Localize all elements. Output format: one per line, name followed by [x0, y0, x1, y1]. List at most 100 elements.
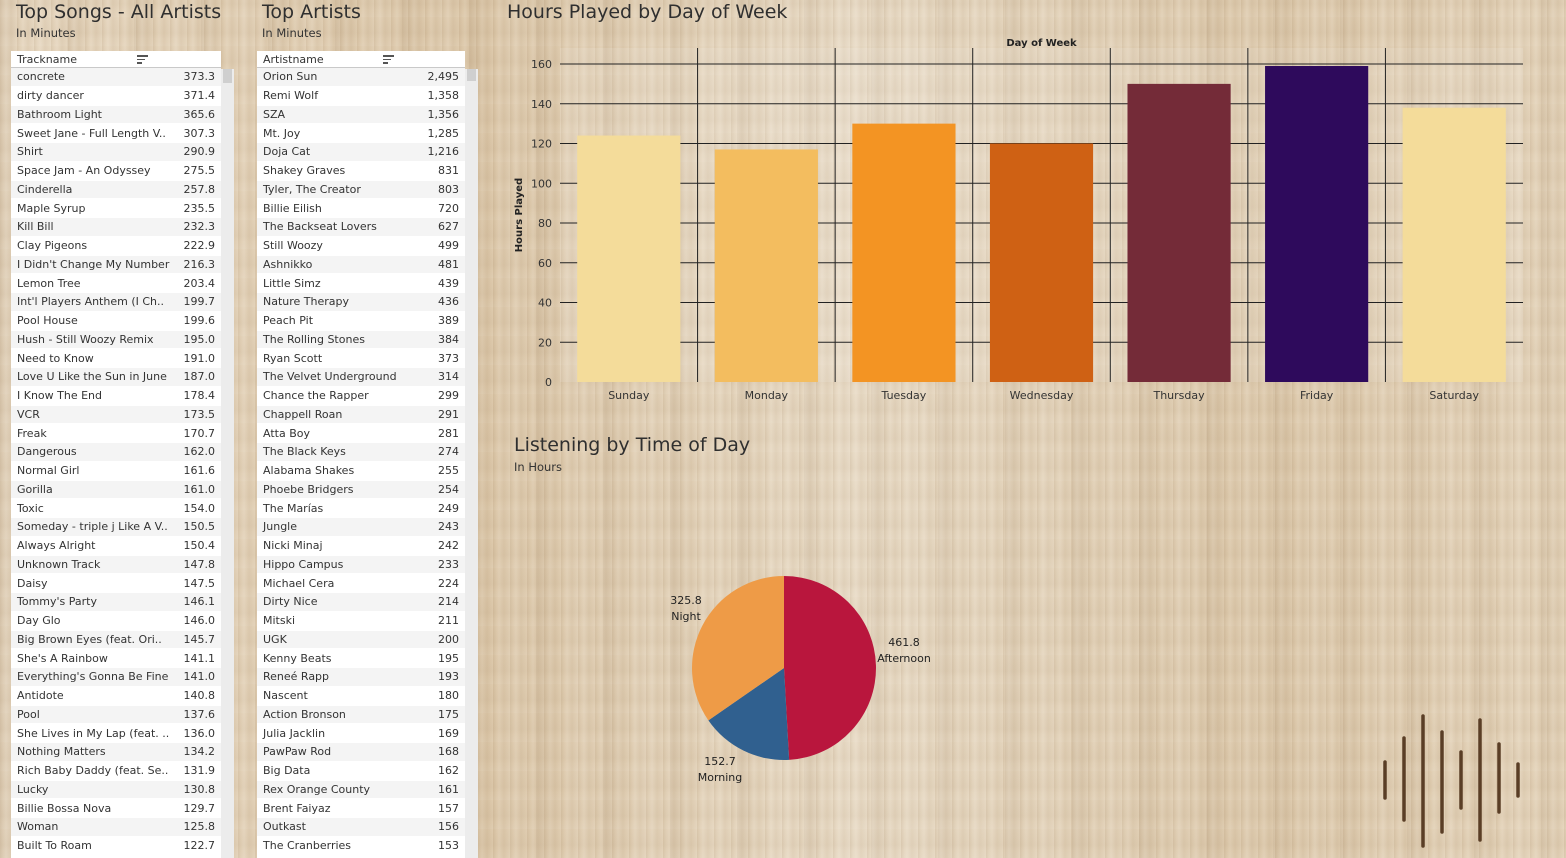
table-row[interactable]: Ashnikko 481 — [257, 255, 465, 275]
table-row[interactable]: Alabama Shakes 255 — [257, 461, 465, 481]
table-row[interactable]: Orion Sun 2,495 — [257, 68, 465, 87]
sort-icon[interactable] — [383, 55, 394, 64]
table-row[interactable]: Everything's Gonna Be Fine 141.0 — [11, 668, 221, 687]
songs-table-header[interactable]: Trackname — [11, 51, 221, 68]
table-row[interactable]: The Cranberries 153 — [257, 836, 465, 856]
table-row[interactable]: Day Glo 146.0 — [11, 611, 221, 631]
table-row[interactable]: Freak 170.7 — [11, 424, 221, 443]
table-row[interactable]: Shirt 290.9 — [11, 143, 221, 162]
table-row[interactable]: Normal Girl 161.6 — [11, 461, 221, 481]
table-row[interactable]: Toxic 154.0 — [11, 499, 221, 518]
table-row[interactable]: Jungle 243 — [257, 518, 465, 537]
table-row[interactable]: Billie Eilish 720 — [257, 199, 465, 218]
table-row[interactable]: The Marías 249 — [257, 499, 465, 518]
table-row[interactable]: VCR 173.5 — [11, 405, 221, 425]
artists-table[interactable]: Artistname Orion Sun 2,495 Remi Wolf 1,358 S… — [257, 51, 465, 858]
table-row[interactable]: The Black Keys 274 — [257, 443, 465, 462]
table-row[interactable]: Action Bronson 175 — [257, 705, 465, 725]
table-row[interactable]: Clay Pigeons 222.9 — [11, 236, 221, 256]
table-row[interactable]: Int'l Players Anthem (I Ch.. 199.7 — [11, 293, 221, 312]
sort-icon[interactable] — [137, 55, 148, 64]
artists-table-header[interactable]: Artistname — [257, 51, 465, 68]
table-row[interactable]: Nature Therapy 436 — [257, 293, 465, 312]
table-row[interactable]: Shakey Graves 831 — [257, 161, 465, 181]
songs-scrollbar-thumb[interactable] — [223, 69, 232, 83]
table-row[interactable]: Atta Boy 281 — [257, 424, 465, 443]
table-row[interactable]: Still Woozy 499 — [257, 236, 465, 256]
artists-scrollbar-thumb[interactable] — [467, 69, 476, 81]
table-row[interactable]: Sweet Jane - Full Length V.. 307.3 — [11, 124, 221, 143]
table-row[interactable]: Mt. Joy 1,285 — [257, 124, 465, 143]
table-row[interactable]: She Lives in My Lap (feat. .. 136.0 — [11, 724, 221, 743]
table-row[interactable]: Brent Faiyaz 157 — [257, 799, 465, 818]
table-row[interactable]: Big Data 162 — [257, 761, 465, 781]
table-row[interactable]: Antidote 140.8 — [11, 686, 221, 706]
table-row[interactable]: Ryan Scott 373 — [257, 349, 465, 368]
table-row[interactable]: Rich Baby Daddy (feat. Se.. 131.9 — [11, 761, 221, 781]
table-row[interactable]: Space Jam - An Odyssey 275.5 — [11, 161, 221, 181]
table-row[interactable]: Big Brown Eyes (feat. Ori.. 145.7 — [11, 630, 221, 650]
table-row[interactable]: Tommy's Party 146.1 — [11, 593, 221, 612]
table-row[interactable]: concrete 373.3 — [11, 68, 221, 87]
table-row[interactable]: Dangerous 162.0 — [11, 443, 221, 462]
table-row[interactable]: The Backseat Lovers 627 — [257, 218, 465, 237]
row-value: 153 — [438, 839, 459, 853]
table-row[interactable]: Someday - triple j Like A V.. 150.5 — [11, 518, 221, 537]
table-row[interactable]: Remi Wolf 1,358 — [257, 86, 465, 106]
table-row[interactable]: Nascent 180 — [257, 686, 465, 706]
table-row[interactable]: Maple Syrup 235.5 — [11, 199, 221, 218]
table-row[interactable]: Julia Jacklin 169 — [257, 724, 465, 743]
table-row[interactable]: Nothing Matters 134.2 — [11, 743, 221, 762]
table-row[interactable]: Michael Cera 224 — [257, 574, 465, 593]
table-row[interactable]: PawPaw Rod 168 — [257, 743, 465, 762]
table-row[interactable]: The Rolling Stones 384 — [257, 330, 465, 350]
table-row[interactable]: dirty dancer 371.4 — [11, 86, 221, 106]
table-row[interactable]: Little Simz 439 — [257, 274, 465, 293]
table-row[interactable]: Pool House 199.6 — [11, 311, 221, 331]
songs-scrollbar[interactable] — [221, 69, 234, 858]
table-row[interactable]: Bathroom Light 365.6 — [11, 105, 221, 125]
table-row[interactable]: She's A Rainbow 141.1 — [11, 649, 221, 668]
table-row[interactable]: I Know The End 178.4 — [11, 386, 221, 406]
artists-rows: Orion Sun 2,495 Remi Wolf 1,358 SZA 1,356 Mt. … — [257, 68, 465, 856]
table-row[interactable]: Need to Know 191.0 — [11, 349, 221, 368]
table-row[interactable]: Kenny Beats 195 — [257, 649, 465, 668]
table-row[interactable]: UGK 200 — [257, 630, 465, 650]
table-row[interactable]: Pool 137.6 — [11, 705, 221, 725]
table-row[interactable]: Outkast 156 — [257, 818, 465, 837]
table-row[interactable]: Lemon Tree 203.4 — [11, 274, 221, 293]
table-row[interactable]: Built To Roam 122.7 — [11, 836, 221, 856]
row-value: 203.4 — [183, 276, 216, 290]
table-row[interactable]: Mitski 211 — [257, 611, 465, 631]
table-row[interactable]: Rex Orange County 161 — [257, 780, 465, 800]
table-row[interactable]: Unknown Track 147.8 — [11, 555, 221, 575]
songs-column-header[interactable]: Trackname — [17, 52, 77, 66]
table-row[interactable]: Chance the Rapper 299 — [257, 386, 465, 406]
table-row[interactable]: Tyler, The Creator 803 — [257, 180, 465, 200]
table-row[interactable]: Peach Pit 389 — [257, 311, 465, 331]
table-row[interactable]: Gorilla 161.0 — [11, 480, 221, 500]
table-row[interactable]: Dirty Nice 214 — [257, 593, 465, 612]
table-row[interactable]: Always Alright 150.4 — [11, 536, 221, 556]
table-row[interactable]: Nicki Minaj 242 — [257, 536, 465, 556]
table-row[interactable]: Lucky 130.8 — [11, 780, 221, 800]
table-row[interactable]: Love U Like the Sun in June 187.0 — [11, 368, 221, 387]
table-row[interactable]: I Didn't Change My Number 216.3 — [11, 255, 221, 275]
table-row[interactable]: Doja Cat 1,216 — [257, 143, 465, 162]
table-row[interactable]: SZA 1,356 — [257, 105, 465, 125]
table-row[interactable]: The Velvet Underground 314 — [257, 368, 465, 387]
table-row[interactable]: Reneé Rapp 193 — [257, 668, 465, 687]
table-row[interactable]: Chappell Roan 291 — [257, 405, 465, 425]
table-row[interactable]: Woman 125.8 — [11, 818, 221, 837]
artists-scrollbar[interactable] — [465, 69, 478, 858]
table-row[interactable]: Daisy 147.5 — [11, 574, 221, 593]
songs-table[interactable]: Trackname concrete 373.3 dirty dancer 371.4… — [11, 51, 221, 858]
table-row[interactable]: Kill Bill 232.3 — [11, 218, 221, 237]
table-row[interactable]: Billie Bossa Nova 129.7 — [11, 799, 221, 818]
artists-column-header[interactable]: Artistname — [263, 52, 324, 66]
table-row[interactable]: Hippo Campus 233 — [257, 555, 465, 575]
table-row[interactable]: Phoebe Bridgers 254 — [257, 480, 465, 500]
table-row[interactable]: Hush - Still Woozy Remix 195.0 — [11, 330, 221, 350]
table-row[interactable]: Cinderella 257.8 — [11, 180, 221, 200]
row-value: 314 — [438, 370, 459, 384]
